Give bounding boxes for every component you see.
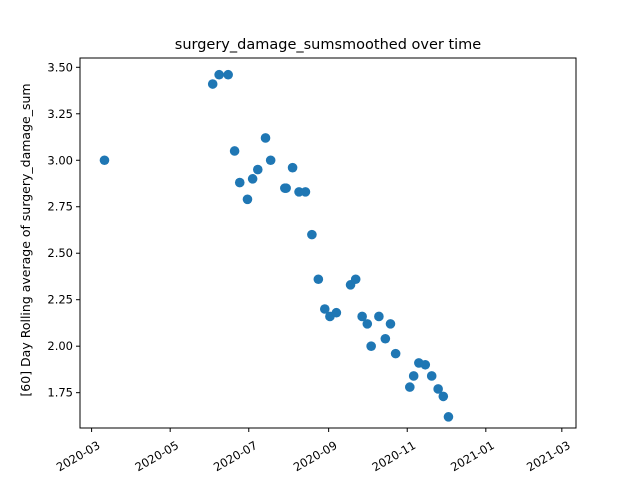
plot-frame xyxy=(79,57,577,429)
data-point xyxy=(281,183,291,193)
data-point xyxy=(234,177,245,188)
data-point xyxy=(300,187,311,197)
data-point xyxy=(99,155,110,166)
data-point xyxy=(265,155,276,166)
data-point xyxy=(390,348,401,359)
data-point xyxy=(287,162,298,173)
data-point xyxy=(380,333,391,344)
data-point xyxy=(307,229,317,240)
data-point xyxy=(433,384,443,394)
y-axis-label: [60] Day Rolling average of surgery_dama… xyxy=(18,83,33,396)
y-tick-label: 2.75 xyxy=(47,200,73,214)
data-points xyxy=(99,69,454,422)
data-point xyxy=(331,307,342,318)
data-point xyxy=(207,79,218,89)
data-point xyxy=(319,304,330,314)
data-point xyxy=(426,371,437,381)
data-point xyxy=(438,391,449,402)
y-tick-label: 3.25 xyxy=(47,107,73,121)
data-point xyxy=(366,341,376,351)
data-point xyxy=(252,164,263,175)
y-axis-ticks: 1.75 2.00 2.25 2.50 2.75 3.00 3.25 3.50 xyxy=(47,60,80,400)
data-point xyxy=(242,194,253,205)
data-point xyxy=(362,319,373,329)
data-point xyxy=(408,371,419,381)
data-point xyxy=(420,359,431,370)
data-point xyxy=(405,382,415,392)
data-point xyxy=(229,146,240,156)
data-point xyxy=(223,69,233,80)
y-tick-label: 2.00 xyxy=(47,339,73,353)
y-tick-label: 1.75 xyxy=(47,386,73,400)
chart-title: surgery_damage_sumsmoothed over time xyxy=(175,37,482,53)
y-tick-label: 3.50 xyxy=(47,60,73,74)
data-point xyxy=(214,69,224,80)
data-point xyxy=(247,174,258,184)
data-point xyxy=(385,319,396,329)
data-point xyxy=(350,274,361,285)
data-point xyxy=(443,412,454,422)
data-point xyxy=(374,311,384,322)
data-point xyxy=(260,133,271,143)
data-point xyxy=(313,274,324,285)
y-tick-label: 3.00 xyxy=(47,153,73,167)
y-tick-label: 2.25 xyxy=(47,293,73,307)
data-point xyxy=(357,311,367,322)
y-tick-label: 2.50 xyxy=(47,246,73,260)
